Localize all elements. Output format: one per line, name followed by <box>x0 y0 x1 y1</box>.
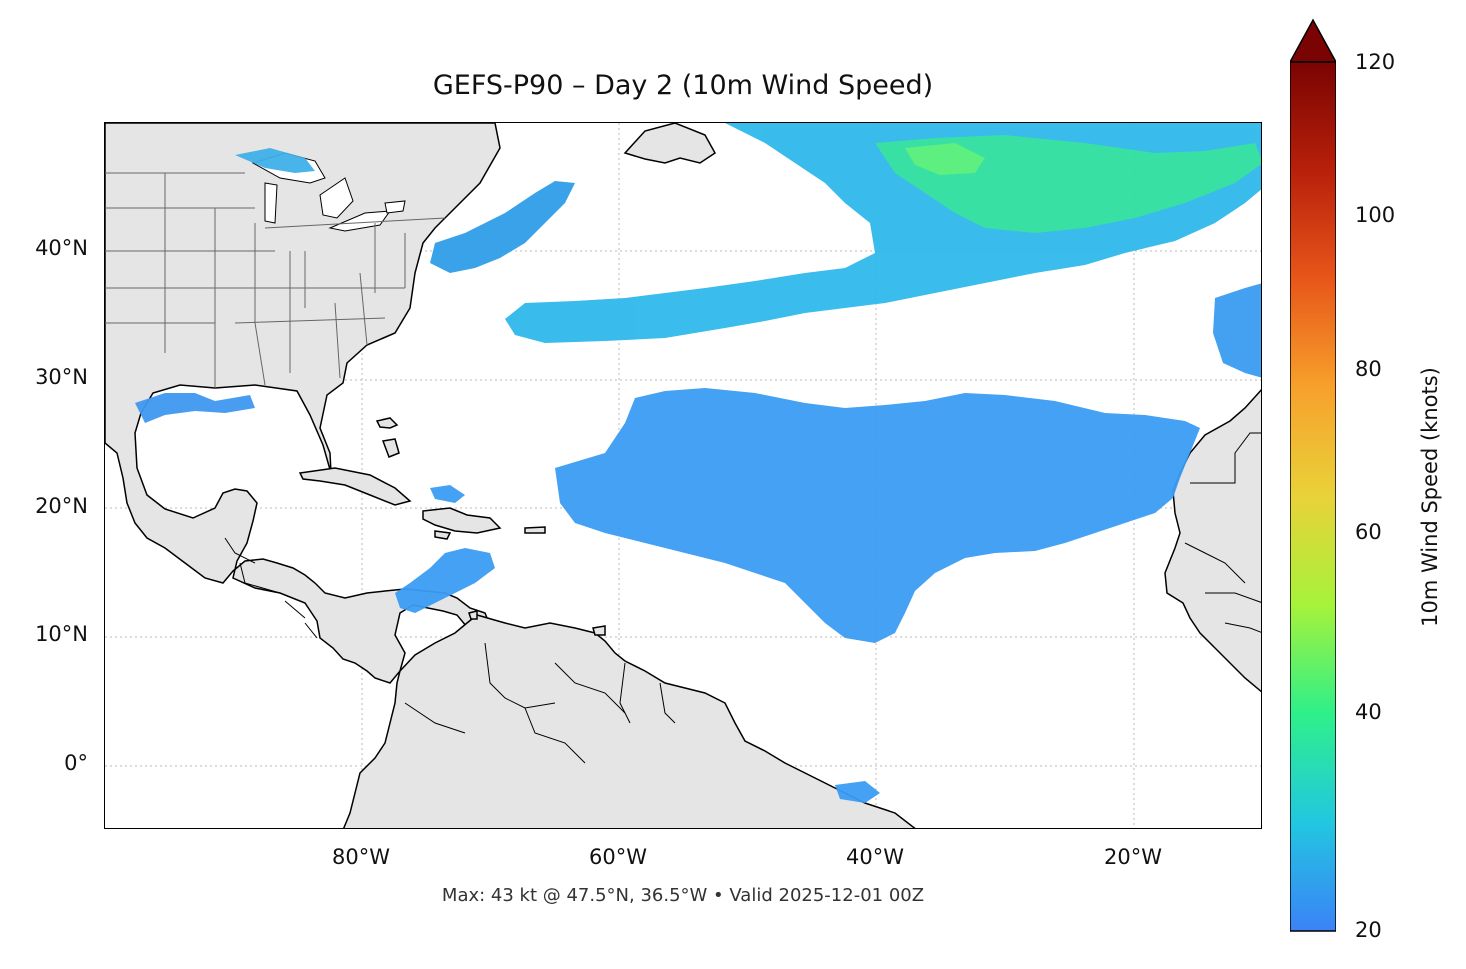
caribbean-islands <box>298 417 606 636</box>
map-svg <box>105 123 1261 828</box>
colorbar <box>1288 18 1343 932</box>
colorbar-gradient <box>1289 61 1337 932</box>
wind-band-coast <box>430 181 575 273</box>
colorbar-tick-label: 20 <box>1355 918 1382 942</box>
lon-tick-label: 20°W <box>1104 845 1162 869</box>
country-borders <box>224 432 1261 764</box>
colorbar-tick-label: 60 <box>1355 520 1382 544</box>
lat-tick-label: 40°N <box>35 236 88 260</box>
lat-tick-label: 0° <box>64 751 88 775</box>
colorbar-extend-arrow <box>1288 18 1338 63</box>
map-panel <box>104 122 1262 829</box>
chart-title: GEFS-P90 – Day 2 (10m Wind Speed) <box>432 70 934 101</box>
colorbar-svg <box>1288 18 1343 932</box>
lon-tick-label: 40°W <box>846 845 904 869</box>
wind-band-equator <box>835 781 880 803</box>
colorbar-tick-label: 120 <box>1355 50 1396 74</box>
africa-land <box>1164 389 1261 693</box>
lat-tick-label: 10°N <box>35 622 88 646</box>
colorbar-tick-label: 100 <box>1355 203 1396 227</box>
wind-band-trades <box>555 388 1200 643</box>
wind-field <box>135 123 1261 803</box>
wind-band-canary <box>1213 283 1261 378</box>
lon-tick-label: 80°W <box>332 845 390 869</box>
colorbar-label: 10m Wind Speed (knots) <box>1418 367 1442 627</box>
lat-tick-label: 20°N <box>35 494 88 518</box>
footer-caption: Max: 43 kt @ 47.5°N, 36.5°W • Valid 2025… <box>441 885 925 906</box>
wind-band-antilles <box>430 485 465 503</box>
colorbar-tick-label: 80 <box>1355 357 1382 381</box>
wind-max <box>905 143 985 175</box>
north-america-land <box>105 123 501 684</box>
wind-band-lakes <box>235 148 315 173</box>
wind-band-caribbean <box>395 548 495 613</box>
lat-tick-label: 30°N <box>35 365 88 389</box>
colorbar-tick-label: 40 <box>1355 700 1382 724</box>
state-borders <box>105 172 446 388</box>
wind-band-gulfstream <box>135 393 255 423</box>
newfoundland-land <box>623 123 716 164</box>
lon-tick-label: 60°W <box>589 845 647 869</box>
